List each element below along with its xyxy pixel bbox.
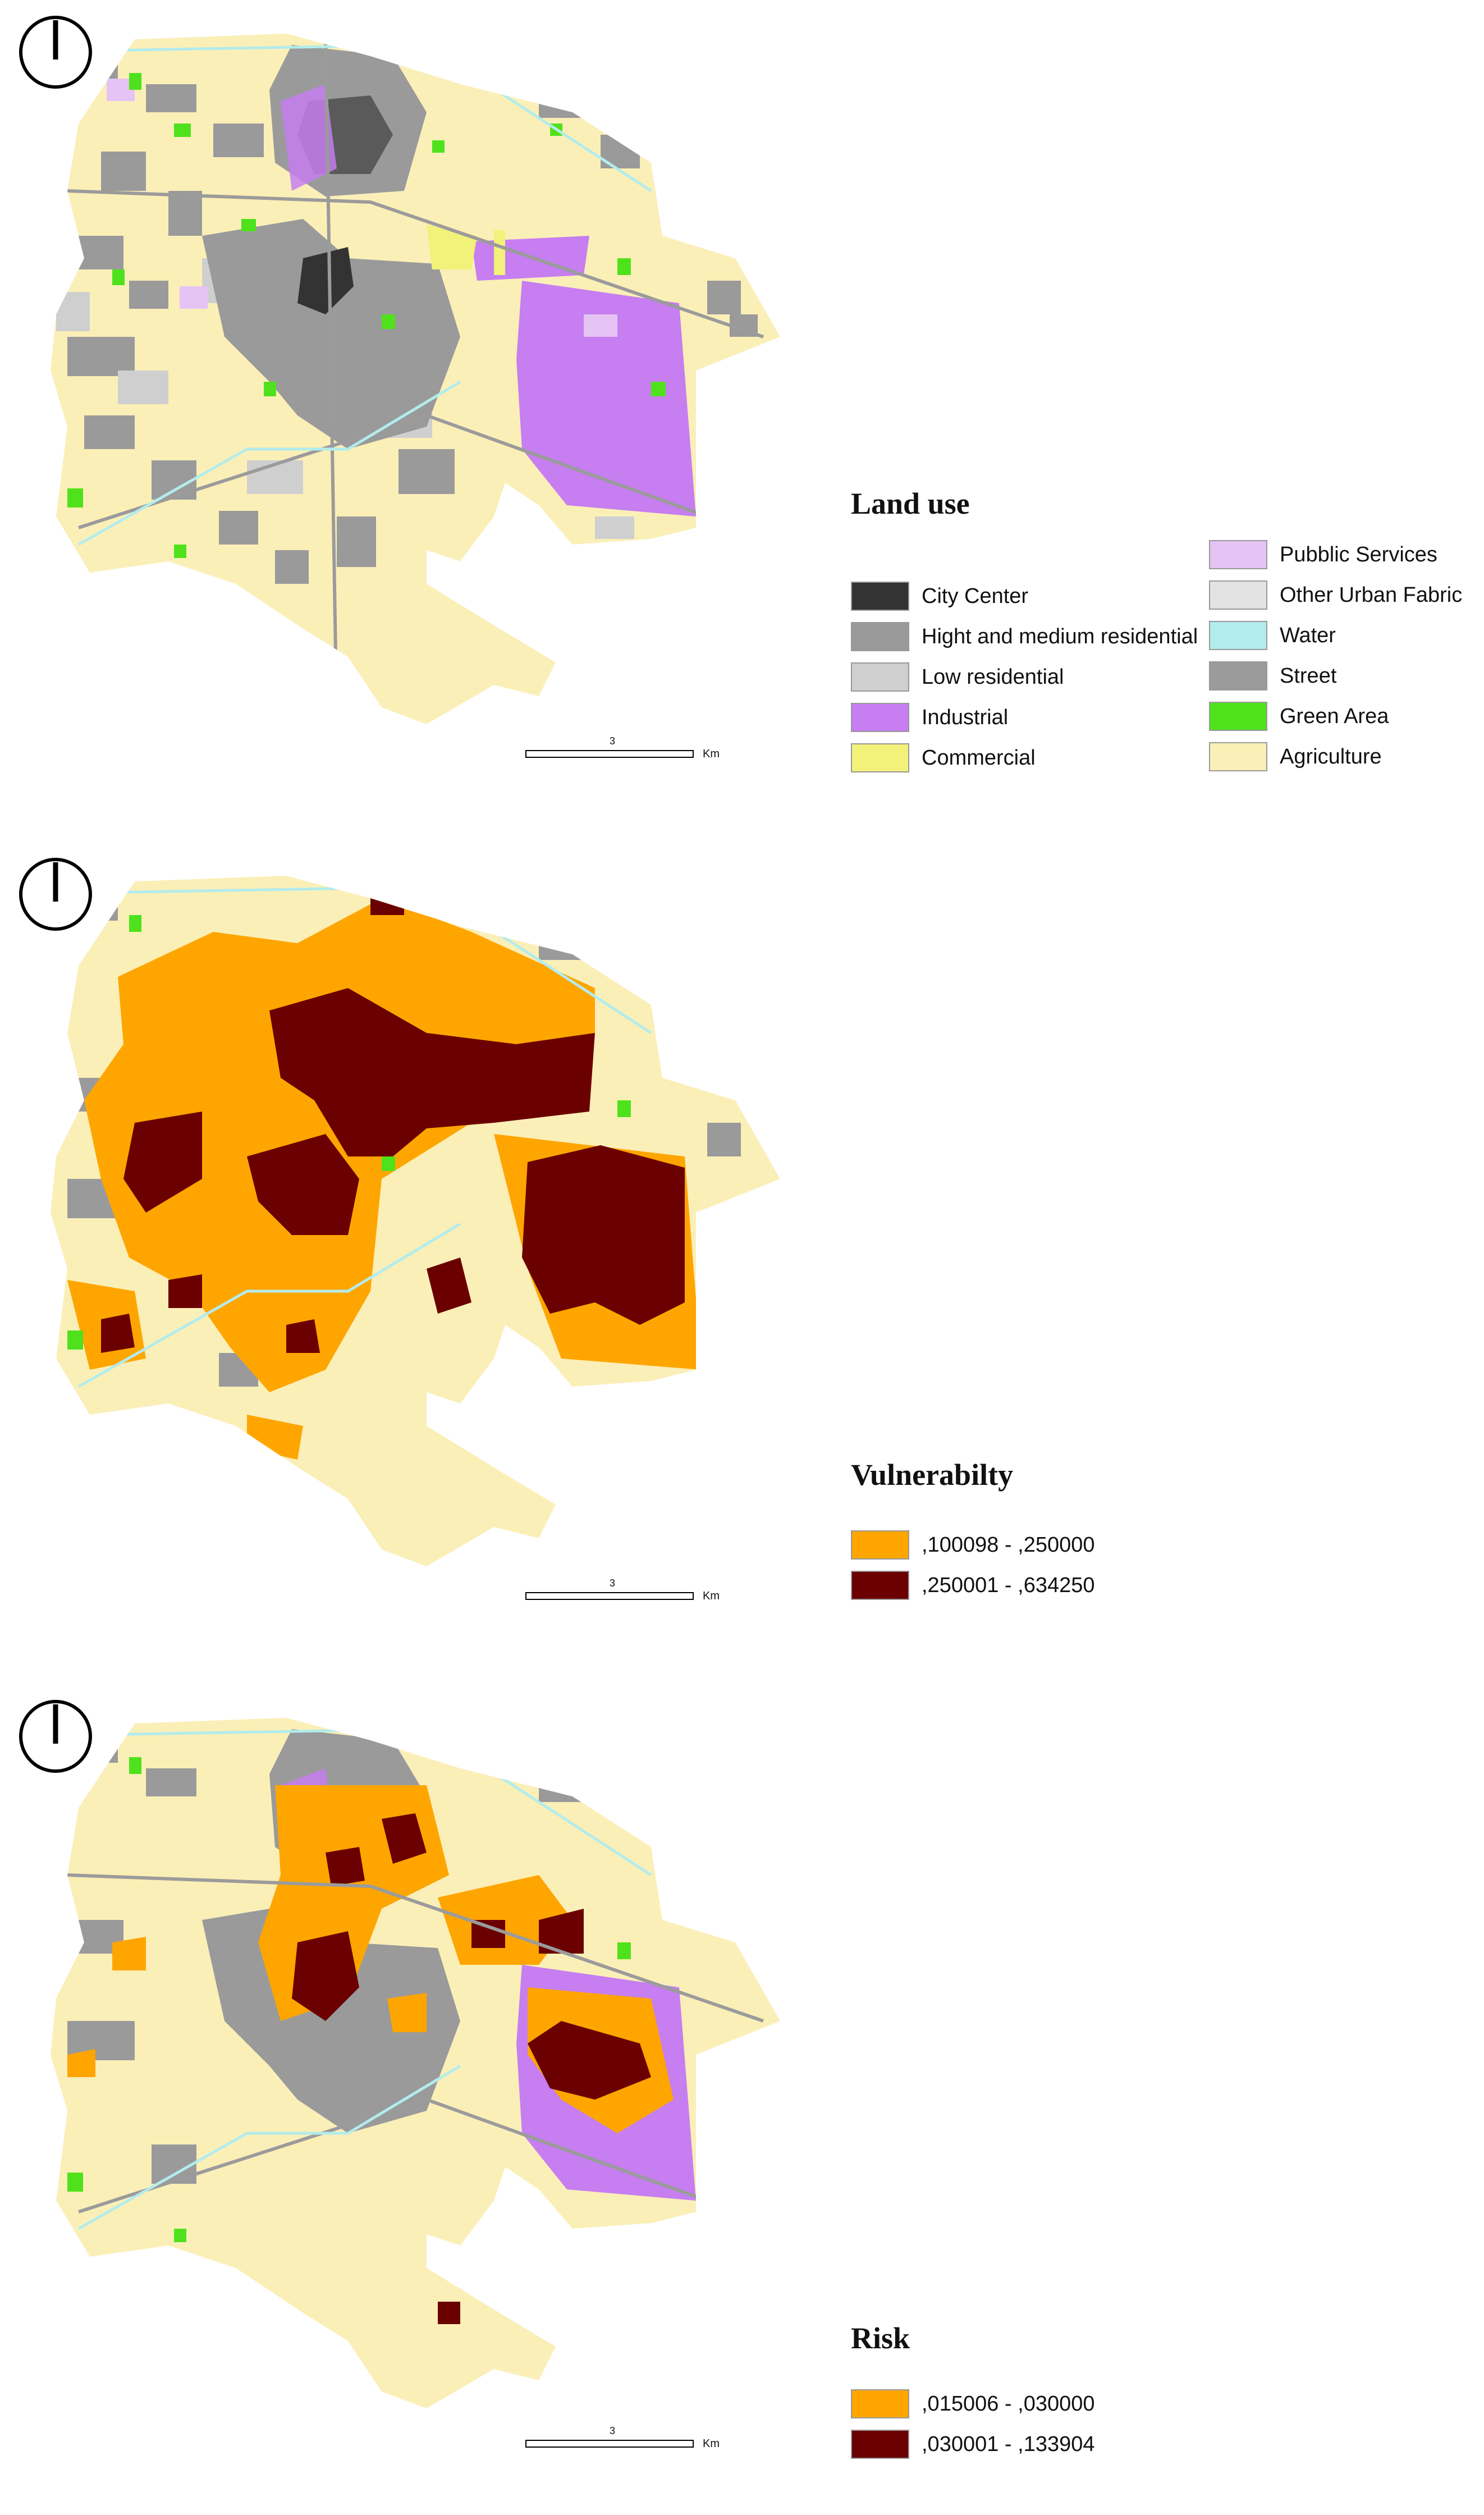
legend-item: Hight and medium residential bbox=[851, 622, 1198, 651]
legend-item: Pubblic Services bbox=[1209, 540, 1437, 569]
scale-bar: 3 Km bbox=[525, 1577, 750, 1606]
legend-swatch bbox=[1209, 621, 1267, 650]
legend-label: Water bbox=[1280, 623, 1336, 647]
risk-panel: Risk ,015006 - ,030000 ,030001 - ,133904… bbox=[0, 1684, 1484, 2515]
legend-item: Other Urban Fabric bbox=[1209, 580, 1462, 610]
legend-swatch bbox=[851, 2430, 909, 2459]
scale-bar: 3 Km bbox=[525, 735, 750, 763]
legend-label: Green Area bbox=[1280, 704, 1389, 728]
legend-item: Low residential bbox=[851, 662, 1064, 692]
legend-item: Street bbox=[1209, 661, 1336, 691]
legend-item: ,015006 - ,030000 bbox=[851, 2389, 1095, 2418]
legend-swatch bbox=[1209, 702, 1267, 731]
scale-value: 3 bbox=[610, 735, 616, 747]
legend-swatch bbox=[1209, 742, 1267, 771]
legend-label: ,030001 - ,133904 bbox=[922, 2432, 1095, 2456]
scale-value: 3 bbox=[610, 1577, 616, 1589]
legend-swatch bbox=[851, 1571, 909, 1600]
legend-item: Green Area bbox=[1209, 702, 1389, 731]
legend-label: ,100098 - ,250000 bbox=[922, 1533, 1095, 1557]
legend-swatch bbox=[851, 582, 909, 611]
legend-item: ,100098 - ,250000 bbox=[851, 1530, 1095, 1560]
legend-item: City Center bbox=[851, 582, 1028, 611]
scale-unit: Km bbox=[703, 748, 720, 760]
legend-item: Agriculture bbox=[1209, 742, 1382, 771]
vulnerability-panel: Vulnerabilty ,100098 - ,250000 ,250001 -… bbox=[0, 842, 1484, 1673]
scale-unit: Km bbox=[703, 2438, 720, 2450]
legend-label: Low residential bbox=[922, 665, 1064, 689]
legend-title: Risk bbox=[851, 2321, 910, 2355]
north-arrow-icon bbox=[19, 858, 92, 931]
legend-swatch bbox=[851, 703, 909, 732]
legend-label: ,250001 - ,634250 bbox=[922, 1573, 1095, 1597]
legend-swatch bbox=[851, 1530, 909, 1560]
legend-title: Land use bbox=[851, 487, 970, 520]
legend-item: Industrial bbox=[851, 703, 1008, 732]
risk-map bbox=[51, 1718, 780, 2408]
legend-title: Vulnerabilty bbox=[851, 1458, 1014, 1492]
scale-bar: 3 Km bbox=[525, 2425, 750, 2453]
land-use-map bbox=[51, 34, 780, 724]
legend-label: Other Urban Fabric bbox=[1280, 583, 1463, 607]
legend-swatch bbox=[851, 2389, 909, 2418]
legend-label: Agriculture bbox=[1280, 744, 1382, 769]
land-use-panel: Land use City Center Hight and medium re… bbox=[0, 0, 1484, 831]
legend-label: Industrial bbox=[922, 705, 1009, 729]
legend-swatch bbox=[1209, 661, 1267, 691]
vulnerability-map bbox=[51, 876, 780, 1566]
legend-swatch bbox=[851, 622, 909, 651]
legend-label: Hight and medium residential bbox=[922, 624, 1198, 648]
legend-item: Commercial bbox=[851, 743, 1036, 772]
north-arrow-icon bbox=[19, 16, 92, 89]
legend-item: ,030001 - ,133904 bbox=[851, 2430, 1095, 2459]
legend-label: City Center bbox=[922, 584, 1029, 608]
legend-item: ,250001 - ,634250 bbox=[851, 1571, 1095, 1600]
legend-label: Street bbox=[1280, 664, 1337, 688]
legend-swatch bbox=[851, 662, 909, 692]
north-arrow-icon bbox=[19, 1700, 92, 1773]
legend-swatch bbox=[1209, 540, 1267, 569]
legend-label: ,015006 - ,030000 bbox=[922, 2391, 1095, 2416]
legend-label: Commercial bbox=[922, 746, 1036, 770]
legend-swatch bbox=[1209, 580, 1267, 610]
scale-value: 3 bbox=[610, 2425, 616, 2436]
scale-unit: Km bbox=[703, 1590, 720, 1602]
legend-swatch bbox=[851, 743, 909, 772]
legend-label: Pubblic Services bbox=[1280, 542, 1437, 566]
legend-item: Water bbox=[1209, 621, 1336, 650]
